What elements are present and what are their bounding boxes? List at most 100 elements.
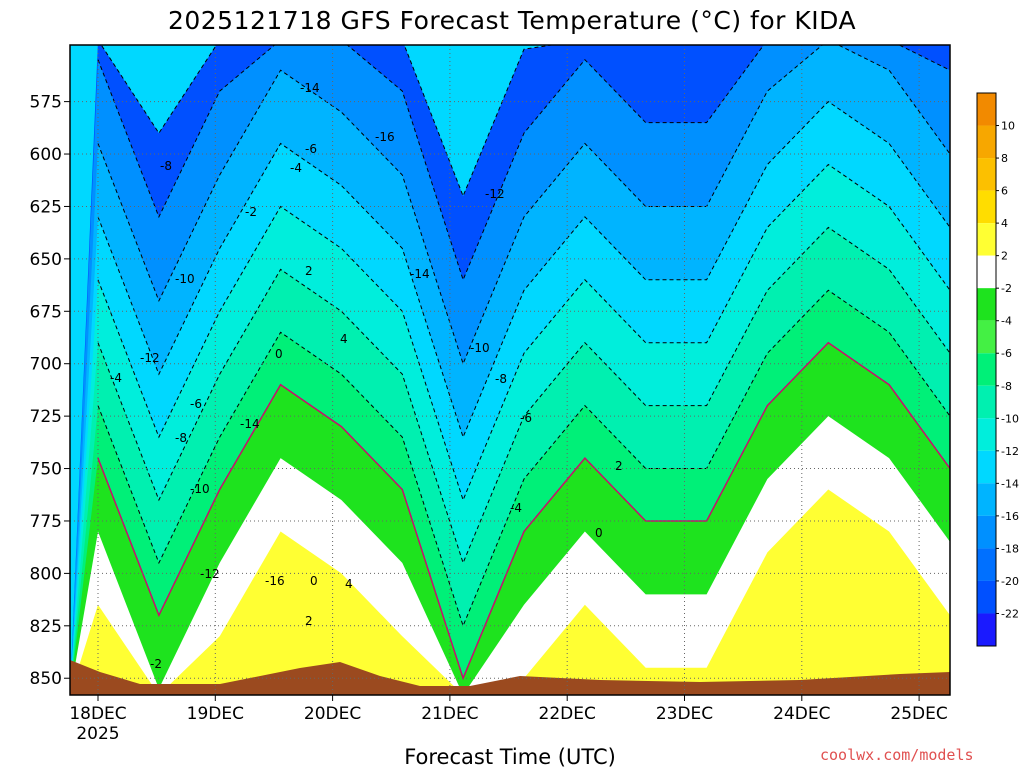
contour-line [97,289,950,628]
y-tick-label: 850 [30,669,62,689]
colorbar-label: 4 [1001,217,1008,230]
colorbar-label: 10 [1001,120,1015,133]
colorbar-label: 8 [1001,152,1008,165]
contour-label: -12 [140,351,160,365]
colorbar-swatch [977,548,996,581]
colorbar-swatch [977,223,996,256]
x-tick-label: 20DEC [304,704,361,724]
colorbar: 10 8 6 4 2 -2 -4 -6 -8 -10 -12 -14 -16 -18 -20 -22 [976,92,1019,647]
colorbar-swatch [977,255,996,289]
colorbar-label: -18 [1001,542,1019,555]
y-tick-label: 650 [30,250,62,270]
y-tick-label: 750 [30,460,62,480]
x-tick-label: 22DEC [539,704,596,724]
x-tick-year: 2025 [76,724,119,744]
contour-label: 0 [275,347,283,361]
contour-line [97,45,950,282]
contour-label: 4 [340,332,348,346]
colorbar-swatch [977,418,996,451]
y-tick-label: 775 [30,512,62,532]
contour-label: -8 [175,431,187,445]
y-tick-label: 700 [30,355,62,375]
contour-label: -4 [290,161,302,175]
colorbar-swatch [977,190,996,224]
contour-line [97,226,950,565]
contour-label: 0 [595,526,603,540]
y-tick-label: 800 [30,564,62,584]
y-tick-label: 675 [30,302,62,322]
x-tick-label: 24DEC [773,704,830,724]
y-tick-label: 575 [30,93,62,113]
colorbar-swatch [977,613,996,646]
freezing-line [97,341,950,681]
x-tick-label: 21DEC [421,704,478,724]
colorbar-swatch [977,580,996,614]
x-tick-label: 19DEC [187,704,244,724]
credit-link[interactable]: coolwx.com/models [820,746,974,764]
y-tick-label: 725 [30,407,62,427]
colorbar-swatch [977,158,996,191]
colorbar-swatch [977,450,996,484]
y-axis: 575 600 625 650 675 700 725 750 775 800 825 850 [30,93,70,689]
contour-label: -2 [150,657,162,671]
colorbar-swatch [977,385,996,419]
colorbar-swatch [977,125,996,159]
contour-label: -4 [110,371,122,385]
contour-label: 2 [305,614,313,628]
contour-label: -10 [470,341,490,355]
contour-label: -6 [190,397,202,411]
colorbar-label: -14 [1001,477,1019,490]
temperature-field [70,45,950,695]
colorbar-label: 6 [1001,185,1008,198]
contour-label: -16 [375,130,395,144]
colorbar-swatch [977,483,996,516]
contour-label: -16 [265,574,285,588]
contour-label: 2 [305,264,313,278]
chart-title: 2025121718 GFS Forecast Temperature (°C)… [167,6,857,35]
terrain [70,660,950,695]
colorbar-swatch [977,320,996,354]
contour-label: 4 [345,577,353,591]
contour-label: -6 [305,142,317,156]
colorbar-label: -22 [1001,607,1019,620]
y-tick-label: 600 [30,145,62,165]
contour-label: -4 [510,501,522,515]
contour-label: -8 [160,159,172,173]
contour-label: -6 [520,411,532,425]
colorbar-label: -20 [1001,575,1019,588]
contour-label: -10 [175,272,195,286]
contour-label: 2 [615,459,623,473]
colorbar-label: -2 [1001,282,1012,295]
contour-label: -12 [200,567,220,581]
contour-label: -2 [245,205,257,219]
contour-label: -14 [300,81,320,95]
x-axis-label: Forecast Time (UTC) [404,745,616,769]
contour-label: -14 [410,267,430,281]
y-tick-label: 825 [30,617,62,637]
contour-label: -12 [485,187,505,201]
x-tick-label: 25DEC [890,704,947,724]
colorbar-frame [976,92,997,647]
contour-line [97,45,950,366]
contour-label: -14 [240,417,260,431]
contour-line [97,163,950,502]
x-tick-label: 18DEC [69,704,126,724]
colorbar-swatch [977,515,996,549]
plot-frame [69,44,951,696]
contour-line [100,45,556,198]
grid-lines [70,45,950,695]
colorbar-label: -12 [1001,445,1019,458]
y-tick-label: 625 [30,197,62,217]
colorbar-label: 2 [1001,250,1008,263]
colorbar-label: -8 [1001,380,1012,393]
contour-labels: -2-4-6-8-10-12-14-16 024-12-10-8-6-4-2024… [110,81,623,671]
temperature-band [70,489,950,695]
colorbar-label: -6 [1001,347,1012,360]
colorbar-swatch [977,93,996,126]
contour-line [97,100,950,439]
colorbar-swatch [977,353,996,386]
colorbar-label: -4 [1001,315,1012,328]
contour-label: 0 [310,574,318,588]
